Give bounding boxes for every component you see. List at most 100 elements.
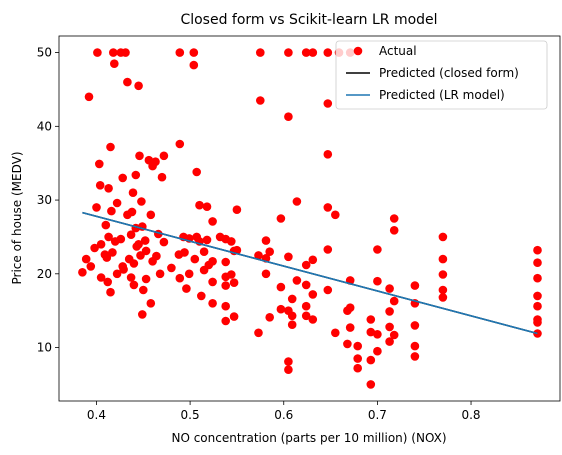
data-point-actual [373, 245, 382, 254]
data-point-actual [284, 112, 293, 121]
data-point-actual [345, 303, 355, 313]
x-axis-label: NO concentration (parts per 10 million) … [171, 431, 446, 445]
legend-label: Predicted (LR model) [379, 88, 505, 102]
data-point-actual [157, 172, 167, 182]
data-point-actual [208, 277, 217, 287]
data-point-actual [255, 48, 265, 57]
predicted-lr-model-line [82, 211, 538, 335]
data-point-actual [141, 274, 151, 284]
data-point-actual [254, 251, 263, 260]
data-point-actual [116, 234, 126, 244]
data-point-actual [182, 284, 191, 293]
data-point-actual [112, 269, 122, 279]
data-point-actual [533, 318, 542, 327]
data-point-actual [533, 291, 542, 301]
data-point-actual [308, 290, 318, 299]
data-point-actual [255, 96, 265, 105]
y-tick-label: 10 [37, 341, 52, 355]
data-point-actual [385, 337, 394, 346]
data-point-actual [308, 255, 318, 265]
data-point-actual [175, 48, 185, 57]
data-point-actual [197, 291, 206, 301]
data-point-actual [438, 270, 448, 279]
data-point-actual [106, 142, 115, 152]
data-point-actual [410, 352, 420, 361]
data-point-actual [301, 48, 311, 57]
data-point-actual [221, 316, 230, 326]
data-point-actual [96, 273, 106, 282]
data-point-actual [84, 92, 94, 102]
data-point-actual [323, 245, 333, 254]
data-point-actual [284, 357, 293, 366]
data-point-actual [155, 269, 165, 279]
x-axis: 0.4 0.5 0.6 0.7 0.8 [87, 401, 481, 422]
data-point-actual [139, 285, 148, 295]
data-point-actual [385, 284, 394, 293]
data-point-actual [438, 293, 448, 302]
data-point-actual [292, 197, 302, 206]
data-point-actual [331, 210, 340, 220]
data-point-actual [208, 257, 217, 266]
data-point-actual [301, 311, 311, 321]
data-point-actual [86, 262, 96, 271]
data-point-actual [127, 207, 137, 217]
data-point-actual [276, 282, 286, 292]
data-point-actual [135, 151, 144, 161]
data-point-actual [410, 281, 420, 290]
data-point-actual [389, 330, 399, 340]
data-point-actual [106, 287, 115, 297]
data-point-actual [254, 328, 263, 338]
plot-area [78, 48, 542, 389]
data-point-actual [265, 313, 275, 322]
data-point-actual [104, 232, 113, 242]
data-point-actual [227, 270, 236, 279]
y-tick-label: 30 [37, 193, 52, 207]
data-point-actual [261, 236, 271, 245]
data-point-actual [175, 273, 185, 283]
y-tick-label: 40 [37, 119, 52, 133]
data-point-actual [323, 150, 333, 159]
data-point-actual [146, 299, 156, 308]
data-point-actual [95, 159, 104, 169]
data-point-actual [533, 273, 542, 283]
data-point-actual [195, 200, 204, 210]
data-point-actual [287, 311, 297, 321]
legend-box [335, 40, 548, 110]
data-point-actual [152, 251, 161, 261]
data-point-actual [189, 60, 199, 70]
data-point-actual [229, 278, 239, 288]
data-point-actual [410, 341, 420, 351]
data-point-actual [121, 48, 130, 57]
data-point-actual [95, 181, 105, 190]
data-point-actual [366, 355, 376, 365]
data-point-actual [323, 203, 333, 212]
data-point-actual [389, 214, 399, 223]
data-point-actual [92, 203, 101, 212]
data-point-actual [208, 299, 217, 308]
data-point-actual [101, 220, 111, 230]
data-point-actual [78, 268, 87, 277]
data-point-actual [104, 184, 113, 193]
data-point-actual [151, 157, 160, 166]
data-point-actual [134, 240, 143, 249]
data-point-actual [292, 276, 302, 285]
legend-label: Actual [379, 44, 417, 58]
data-point-actual [108, 248, 117, 257]
data-point-actual [141, 246, 151, 256]
data-point-actual [385, 322, 394, 332]
data-point-actual [109, 48, 118, 57]
data-point-actual [126, 273, 136, 282]
data-point-actual [126, 230, 136, 239]
data-point-actual [323, 99, 333, 108]
legend: Actual Predicted (closed form) Predicted (… [335, 40, 548, 110]
data-point-actual [118, 173, 127, 183]
data-point-actual [533, 245, 542, 255]
data-point-actual [385, 307, 394, 316]
x-tick-label: 0.6 [274, 408, 293, 422]
y-axis-label: Price of house (MEDV) [10, 151, 24, 284]
data-point-actual [373, 330, 382, 339]
x-tick-label: 0.5 [181, 408, 200, 422]
data-point-actual [137, 197, 146, 206]
data-point-actual [202, 235, 212, 245]
